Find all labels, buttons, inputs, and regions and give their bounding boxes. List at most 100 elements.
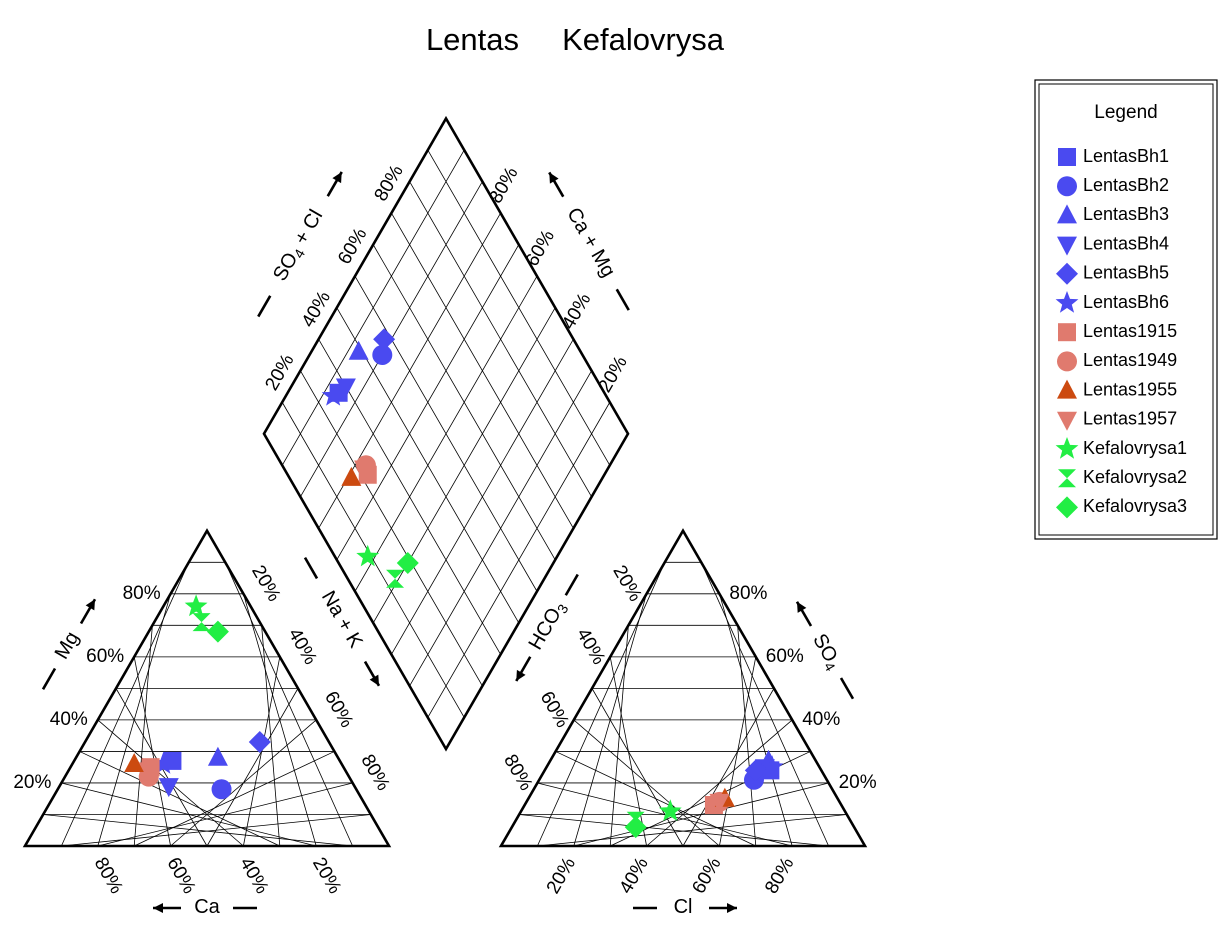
axis-label-ca: Ca [153,896,257,918]
anion-so4-tick: 20% [839,772,877,793]
legend-marker-kefalovrysa2 [1058,469,1076,488]
diamond-point-lentasbh3 [348,340,369,360]
legend-frame-inner [1038,83,1214,536]
anion-grid-line [573,719,720,847]
cation-triangle-frame [22,528,392,848]
diamond-grid-line [372,244,556,561]
legend-marker-lentasbh6 [1055,291,1079,313]
cation-grid-line [243,656,281,847]
anion-grid-line [737,625,757,847]
anion-grid-line [591,688,684,847]
cation-point-lentas1955 [124,753,145,773]
axis-label-so4-cl: SO4 + Cl [257,171,343,318]
diamond-ca-mg-tick: 80% [485,164,522,208]
anion-hco3-tick: 80% [499,751,536,795]
legend-label-lentasbh2: LentasBh2 [1083,175,1169,195]
diamond-so4-cl-tick: 60% [334,225,371,269]
diamond-grid-line [336,244,520,561]
cation-point-kefalovrysa2 [192,613,211,632]
legend-marker-kefalovrysa1 [1055,437,1079,459]
svg-text:Ca: Ca [194,896,220,918]
diamond-point-kefalovrysa1 [356,544,380,567]
cation-point-kefalovrysa1 [184,594,208,617]
diamond-ca-mg-tick: 40% [558,290,595,334]
cation-point-lentasbh3 [207,746,228,766]
svg-text:SO4 + Cl: SO4 + Cl [269,206,328,286]
legend-label-lentas1957: Lentas1957 [1083,409,1177,429]
diamond-point-lentasbh4 [335,378,356,398]
diamond-grid-line [354,275,538,592]
svg-text:Cl: Cl [674,896,693,918]
cation-na-k-tick: 40% [284,625,321,669]
cation-point-lentasbh4 [158,778,179,798]
anion-cl-tick: 60% [688,854,725,898]
legend-label-lentas1949: Lentas1949 [1083,350,1177,370]
diamond-point-lentasbh6 [321,383,345,406]
anion-cl-tick: 20% [543,854,580,898]
legend-label-kefalovrysa2: Kefalovrysa2 [1083,467,1187,487]
legend-label-lentas1915: Lentas1915 [1083,321,1177,341]
legend-marker-lentasbh1 [1058,148,1076,166]
anion-grid-line [700,562,829,847]
data-points [124,328,784,839]
svg-text:HCO3: HCO3 [525,597,572,654]
diamond-ca-mg-tick: 20% [595,353,632,397]
anion-hco3-tick: 40% [572,625,609,669]
anion-grid-line [555,751,756,847]
cation-mg-tick: 40% [50,709,88,730]
legend-marker-kefalovrysa3 [1056,496,1078,519]
anion-hco3-tick: 20% [608,562,645,606]
diamond-point-lentas1957 [354,460,375,480]
anion-cl-tick: 80% [761,854,798,898]
anion-grid-line [537,782,793,847]
cation-grid-line [61,782,317,847]
legend-marker-lentasbh5 [1056,262,1078,285]
diamond-point-lentasbh2 [372,344,393,365]
legend-marker-lentas1949 [1057,351,1077,372]
anion-triangle-frame [498,528,868,848]
anion-so4-tick: 80% [729,583,767,604]
cation-grid-line [79,751,280,847]
axis-label-mg: Mg [41,598,97,690]
legend-label-kefalovrysa1: Kefalovrysa1 [1083,438,1187,458]
cation-mg-tick: 80% [123,583,161,604]
cation-ca-tick: 60% [162,854,199,898]
axis-label-cl: Cl [633,896,737,918]
diamond-point-kefalovrysa2 [386,569,405,588]
legend-label-lentas1955: Lentas1955 [1083,379,1177,399]
legend-label-lentasbh6: LentasBh6 [1083,292,1169,312]
legend-marker-lentasbh2 [1057,176,1077,197]
legend-label-kefalovrysa3: Kefalovrysa3 [1083,496,1187,516]
cation-na-k-tick: 20% [247,562,284,606]
svg-text:SO4: SO4 [807,630,846,674]
legend-items: LentasBh1 LentasBh2 LentasBh3 LentasBh4 Lent… [1055,146,1187,519]
legend-marker-lentas1915 [1058,323,1076,342]
cation-ca-tick: 40% [235,854,272,898]
cation-point-lentasbh2 [211,779,232,800]
svg-text:Ca + Mg: Ca + Mg [562,204,619,281]
legend-marker-lentasbh3 [1057,204,1077,224]
anion-point-lentasbh5 [744,759,767,782]
cation-mg-tick: 20% [13,772,51,793]
diamond-point-kefalovrysa3 [396,552,419,575]
anion-grid-line [519,814,829,847]
anion-point-lentas1957 [709,793,730,813]
diamond-ca-mg-tick: 60% [522,227,559,271]
legend: Legend LentasBh1LentasBh2LentasBh3Lentas… [1034,79,1218,540]
diamond-so4-cl-tick: 20% [261,351,298,395]
grid-lines [43,149,847,847]
diamond-point-lentasbh5 [373,328,396,351]
plot-frames [22,115,868,848]
legend-label-lentasbh3: LentasBh3 [1083,204,1169,224]
cation-point-kefalovrysa3 [206,620,229,643]
anion-grid-line [719,656,757,847]
diamond-so4-cl-tick: 80% [371,162,408,206]
legend-marker-lentas1957 [1057,411,1077,431]
diamond-grid-line [427,149,611,466]
cation-grid-line [243,593,317,847]
legend-marker-lentasbh4 [1057,236,1077,256]
legend-label-lentasbh4: LentasBh4 [1083,233,1169,253]
anion-so4-tick: 60% [766,646,804,667]
diamond-point-lentas1955 [341,466,362,486]
